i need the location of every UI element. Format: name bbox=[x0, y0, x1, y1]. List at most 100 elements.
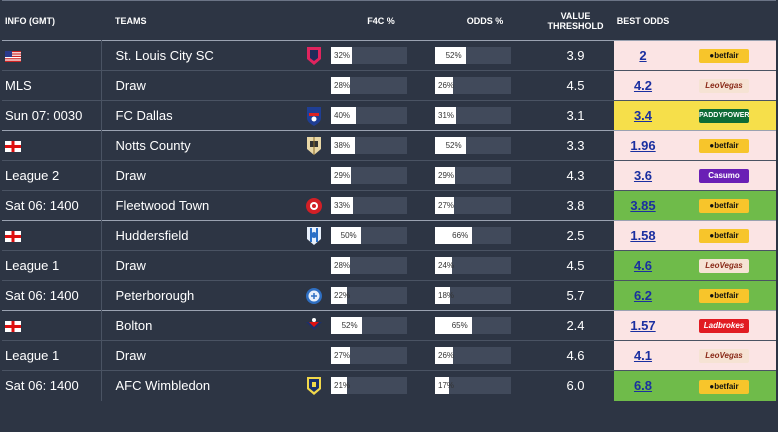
best-odds-cell: 6.2 bbox=[614, 280, 672, 311]
best-odds-link[interactable]: 1.57 bbox=[630, 318, 656, 333]
match-info-text: MLS bbox=[5, 78, 32, 93]
bookmaker-logo-leovegas[interactable]: LeoVegas bbox=[699, 349, 749, 364]
team-cell: Draw bbox=[101, 160, 329, 191]
f4c-bar-fill bbox=[331, 287, 348, 304]
f4c-bar: 21% bbox=[331, 377, 407, 395]
best-odds-link[interactable]: 1.58 bbox=[630, 228, 656, 243]
best-odds-link[interactable]: 4.1 bbox=[633, 348, 653, 363]
best-odds-link[interactable]: 6.8 bbox=[633, 378, 653, 394]
match-info: Sat 06: 1400 bbox=[2, 370, 102, 401]
best-odds-cell: 6.8 bbox=[614, 370, 672, 401]
value-threshold: 4.5 bbox=[537, 250, 614, 281]
team-name: Huddersfield bbox=[115, 228, 189, 243]
team-name: Fleetwood Town bbox=[115, 198, 210, 213]
odds-bar-label: 31% bbox=[438, 111, 455, 120]
odds-bar-fill bbox=[435, 347, 454, 364]
odds-bar-cell: 17% bbox=[433, 370, 537, 401]
odds-bar-label: 65% bbox=[451, 321, 468, 330]
bookmaker-logo-betfair[interactable]: ●betfair bbox=[699, 289, 749, 304]
odds-bar-label: 26% bbox=[438, 81, 455, 90]
odds-bar-fill bbox=[435, 47, 466, 64]
odds-bar: 24% bbox=[435, 257, 511, 274]
best-odds-link[interactable]: 6.2 bbox=[633, 288, 653, 303]
table-row: St. Louis City SC 32% 52% 3.9 2 ●betfair bbox=[2, 40, 776, 71]
fleetwood-town-crest-icon bbox=[305, 195, 323, 217]
value-threshold: 3.9 bbox=[537, 40, 614, 71]
odds-bar: 26% bbox=[435, 347, 511, 364]
odds-bar: 65% bbox=[435, 317, 511, 334]
bookmaker-logo-leovegas[interactable]: LeoVegas bbox=[699, 259, 749, 274]
st-louis-city-crest-icon bbox=[305, 45, 323, 67]
table-row: Sat 06: 1400 AFC Wimbledon 21% 17% 6.0 6.8 ●be… bbox=[2, 370, 776, 401]
best-odds-link[interactable]: 1.96 bbox=[630, 138, 656, 153]
team-name: AFC Wimbledon bbox=[115, 378, 211, 394]
england-flag-icon bbox=[5, 318, 21, 333]
f4c-bar-fill bbox=[331, 107, 356, 124]
match-info: League 2 bbox=[2, 160, 102, 191]
odds-bar-cell: 26% bbox=[433, 340, 537, 371]
value-threshold: 2.5 bbox=[537, 220, 614, 251]
f4c-bar-cell: 29% bbox=[329, 160, 433, 191]
value-threshold: 4.6 bbox=[537, 340, 614, 371]
odds-bar-fill bbox=[435, 167, 455, 184]
best-odds-cell: 4.1 bbox=[614, 340, 672, 371]
best-odds-link[interactable]: 4.2 bbox=[633, 78, 653, 93]
bookmaker-cell: LeoVegas bbox=[672, 340, 776, 371]
bookmaker-cell: PADDYPOWER bbox=[672, 100, 776, 131]
best-odds-link[interactable]: 3.6 bbox=[633, 168, 653, 183]
bookmaker-logo-betfair[interactable]: ●betfair bbox=[699, 49, 749, 64]
table-row: League 1 Draw 28% 24% 4.5 4.6 LeoVegas bbox=[2, 250, 776, 281]
team-name: Draw bbox=[115, 78, 146, 93]
best-odds-link[interactable]: 2 bbox=[639, 48, 647, 63]
table-row: Huddersfield 50% 66% 2.5 1.58 ●betfair bbox=[2, 220, 776, 251]
odds-bar: 26% bbox=[435, 77, 511, 94]
f4c-bar-fill bbox=[331, 347, 350, 364]
bookmaker-logo-betfair[interactable]: ●betfair bbox=[699, 229, 749, 244]
header-odds: ODDS % bbox=[466, 15, 504, 26]
odds-bar-fill bbox=[435, 317, 472, 334]
bookmaker-logo-paddy[interactable]: PADDYPOWER bbox=[699, 109, 749, 124]
table-row: MLS Draw 28% 26% 4.5 4.2 LeoVegas bbox=[2, 70, 776, 101]
bookmaker-logo-betfair[interactable]: ●betfair bbox=[699, 139, 749, 154]
header-value-threshold: VALUE THRESHOLD bbox=[547, 10, 604, 31]
odds-bar-label: 26% bbox=[438, 351, 455, 360]
bookmaker-logo-casumo[interactable]: Casumo bbox=[699, 169, 749, 184]
f4c-bar-label: 40% bbox=[334, 111, 351, 120]
match-info-text: Sat 06: 1400 bbox=[5, 198, 79, 213]
best-odds-link[interactable]: 4.6 bbox=[633, 258, 653, 273]
match-info: League 1 bbox=[2, 250, 102, 281]
match-info bbox=[2, 310, 102, 341]
team-cell: Draw bbox=[101, 250, 329, 281]
f4c-bar-cell: 28% bbox=[329, 250, 433, 281]
bookmaker-logo-betfair[interactable]: ●betfair bbox=[699, 199, 749, 214]
notts-county-crest-icon bbox=[305, 135, 323, 157]
best-odds-cell: 1.58 bbox=[614, 220, 672, 251]
team-cell: Peterborough bbox=[101, 280, 329, 311]
best-odds-link[interactable]: 3.4 bbox=[633, 108, 653, 123]
bookmaker-logo-leovegas[interactable]: LeoVegas bbox=[699, 79, 749, 94]
odds-bar-label: 29% bbox=[438, 171, 455, 180]
best-odds-cell: 4.6 bbox=[614, 250, 672, 281]
f4c-bar: 40% bbox=[331, 107, 407, 124]
team-cell: Draw bbox=[101, 70, 329, 101]
match-info: League 1 bbox=[2, 340, 102, 371]
odds-bar-fill bbox=[435, 287, 450, 304]
team-name: St. Louis City SC bbox=[115, 48, 214, 63]
header-f4c: F4C % bbox=[367, 15, 395, 26]
best-odds-cell: 3.6 bbox=[614, 160, 672, 191]
bookmaker-logo-betfair[interactable]: ●betfair bbox=[699, 379, 749, 394]
odds-bar-fill bbox=[435, 137, 466, 154]
best-odds-link[interactable]: 3.85 bbox=[630, 198, 656, 213]
odds-bar-cell: 18% bbox=[433, 280, 537, 311]
match-info bbox=[2, 220, 102, 251]
bookmaker-logo-ladbrokes[interactable]: Ladbrokes bbox=[699, 319, 749, 334]
bookmaker-cell: ●betfair bbox=[672, 40, 776, 71]
f4c-bar-fill bbox=[331, 317, 362, 334]
f4c-bar-fill bbox=[331, 377, 347, 395]
value-threshold: 3.8 bbox=[537, 190, 614, 221]
best-odds-cell: 1.96 bbox=[614, 130, 672, 161]
header-info: INFO (GMT) bbox=[5, 15, 55, 26]
best-odds-cell: 3.85 bbox=[614, 190, 672, 221]
odds-bar-cell: 31% bbox=[433, 100, 537, 131]
value-threshold: 3.3 bbox=[537, 130, 614, 161]
